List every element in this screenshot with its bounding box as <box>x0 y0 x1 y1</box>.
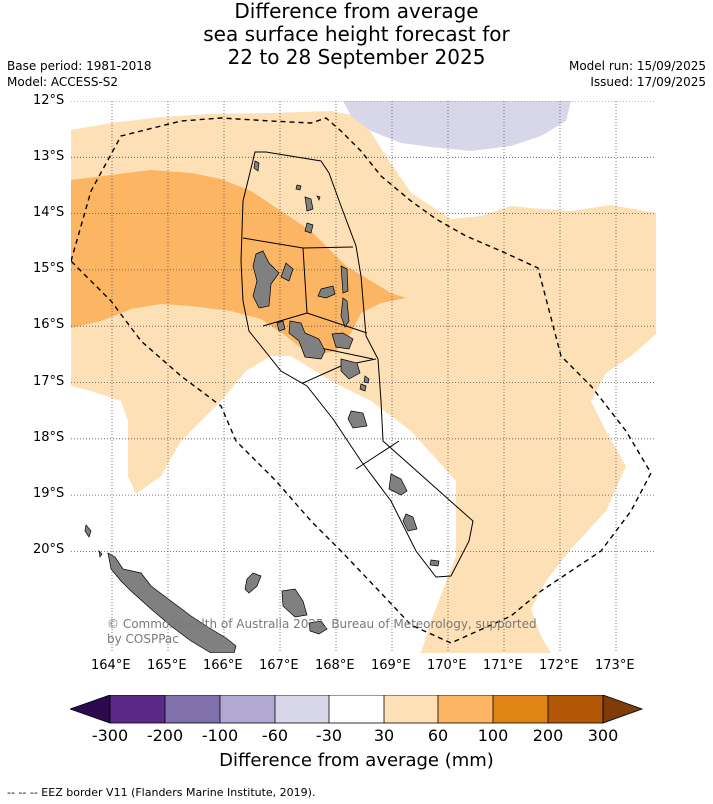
colorbar-segment <box>384 695 438 723</box>
colorbar-label: 60 <box>427 726 449 745</box>
colorbar-arrow-left <box>70 695 111 724</box>
colorbar-arrow-right <box>602 695 644 724</box>
colorbar-label: -100 <box>201 726 239 745</box>
model-name: Model: ACCESS-S2 <box>7 75 119 89</box>
colorbar-segment <box>275 695 329 723</box>
lat-label: 13°S <box>33 149 65 164</box>
lon-label: 171°E <box>483 658 523 673</box>
colorbar <box>70 695 644 724</box>
lon-label: 166°E <box>203 658 243 673</box>
colorbar-label: 100 <box>477 726 509 745</box>
eez-border <box>71 117 652 644</box>
colorbar-segment <box>220 695 275 723</box>
vanuatu-boundary <box>240 151 474 578</box>
lat-label: 15°S <box>33 261 65 276</box>
title-line-2: sea surface height forecast for <box>203 22 510 46</box>
lon-label: 165°E <box>147 658 187 673</box>
lon-label: 167°E <box>259 658 299 673</box>
base-period: Base period: 1981-2018 <box>7 59 152 73</box>
model-run: Model run: 15/09/2025 <box>568 59 706 73</box>
colorbar-label: -30 <box>315 726 343 745</box>
colorbar-title: Difference from average (mm) <box>219 750 494 771</box>
anomaly-region-60-100 <box>71 170 406 356</box>
colorbar-label: 200 <box>532 726 564 745</box>
lat-label: 19°S <box>33 486 65 501</box>
anomaly-region-minus-30 <box>343 101 571 151</box>
lat-label: 16°S <box>33 317 65 332</box>
title-line-3: 22 to 28 September 2025 <box>227 45 486 69</box>
map-panel <box>71 101 656 653</box>
lon-label: 170°E <box>427 658 467 673</box>
lat-label: 18°S <box>33 430 65 445</box>
colorbar-segment <box>438 695 493 723</box>
issued-date: Issued: 17/09/2025 <box>590 75 706 89</box>
colorbar-label: -300 <box>91 726 129 745</box>
lat-label: 14°S <box>33 205 65 220</box>
colorbar-segment <box>329 695 384 723</box>
lat-label: 20°S <box>33 542 65 557</box>
lon-label: 173°E <box>595 658 635 673</box>
lon-label: 168°E <box>315 658 355 673</box>
new-caledonia-islands <box>84 524 328 653</box>
eez-source-note: -- -- -- EEZ border V11 (Flanders Marine… <box>7 786 316 799</box>
colorbar-label: -200 <box>146 726 184 745</box>
lon-label: 172°E <box>539 658 579 673</box>
lon-label: 164°E <box>91 658 131 673</box>
vanuatu-islands <box>252 160 440 567</box>
colorbar-segment <box>110 695 165 723</box>
colorbar-label: 300 <box>587 726 619 745</box>
lon-label: 169°E <box>371 658 411 673</box>
copyright-credit: © Commonwealth of Australia 2025, Bureau… <box>107 617 537 646</box>
colorbar-segment <box>165 695 220 723</box>
province-lines <box>242 237 400 470</box>
colorbar-segment <box>548 695 603 723</box>
colorbar-label: 30 <box>373 726 395 745</box>
lat-label: 17°S <box>33 374 65 389</box>
colorbar-label: -60 <box>261 726 289 745</box>
lat-label: 12°S <box>33 93 65 108</box>
colorbar-segment <box>493 695 548 723</box>
title-line-1: Difference from average <box>234 0 479 23</box>
